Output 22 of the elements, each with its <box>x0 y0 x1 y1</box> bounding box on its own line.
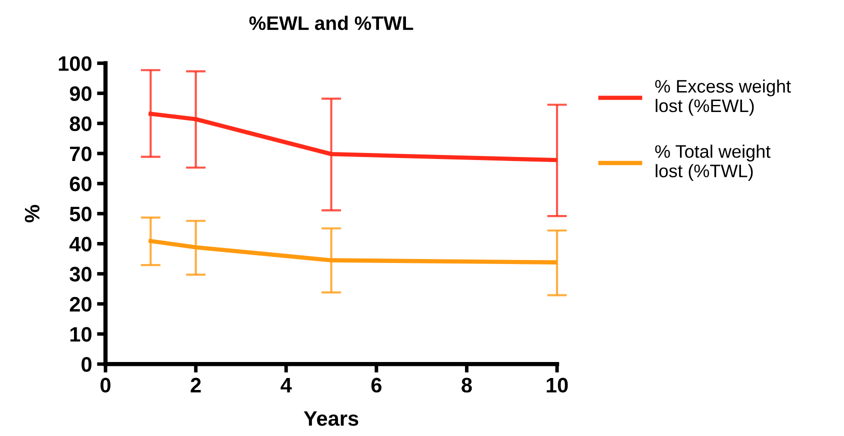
x-tick-label: 0 <box>100 378 110 393</box>
y-tick-label: 0 <box>82 357 92 372</box>
x-tick-label: 2 <box>190 378 201 392</box>
y-tick-label: 70 <box>70 146 92 162</box>
x-axis-title: Years <box>304 411 358 426</box>
y-tick-label: 50 <box>70 206 92 222</box>
legend-label: % Excess weight lost (%EWL) <box>655 79 791 116</box>
y-tick-label: 10 <box>70 326 92 342</box>
y-tick-label: 90 <box>70 86 92 102</box>
x-tick-label: 4 <box>280 378 292 392</box>
x-tick-label: 8 <box>462 378 472 393</box>
y-tick-label: 80 <box>70 116 92 132</box>
legend-label: % Total weight lost (%TWL) <box>655 144 771 181</box>
chart-title: %EWL and %TWL <box>249 16 414 30</box>
y-tick-label: 60 <box>70 176 92 192</box>
x-tick-label: 6 <box>371 378 382 393</box>
y-tick-label: 40 <box>69 236 92 252</box>
y-axis-title: % <box>24 204 40 222</box>
x-tick-label: 10 <box>546 378 568 393</box>
y-tick-label: 30 <box>70 266 92 282</box>
y-tick-label: 20 <box>70 296 92 312</box>
y-tick-label: 100 <box>58 56 92 71</box>
